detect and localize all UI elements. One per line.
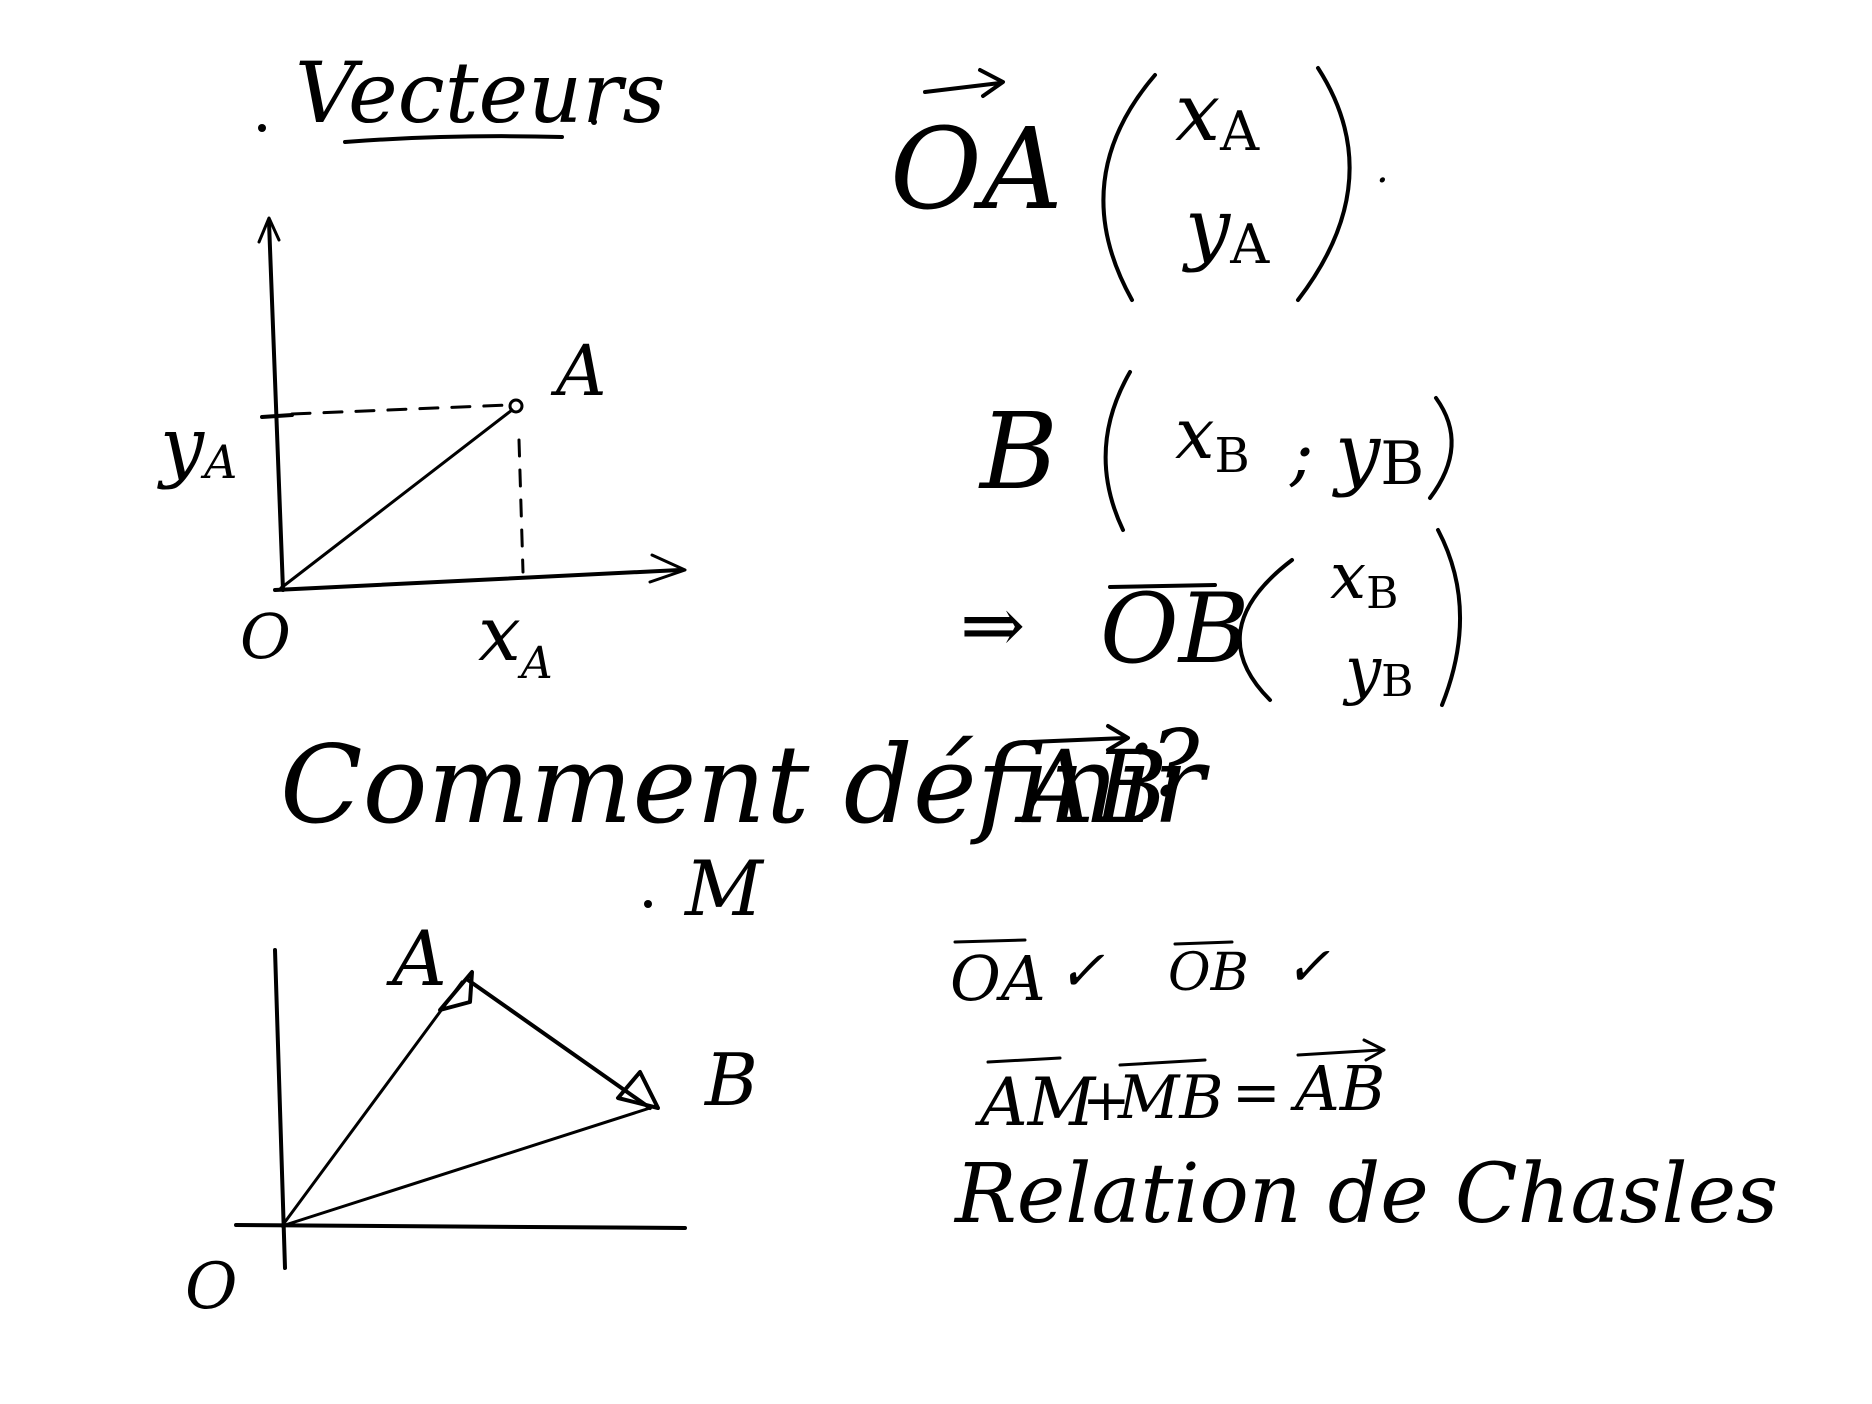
title-bullet-dot (258, 124, 266, 132)
question-vector-arrowhead (1106, 724, 1130, 752)
chasles-vec-ab: AB (1290, 1052, 1385, 1125)
figure2-x-axis (234, 1223, 687, 1230)
vector-oa-name: OA (890, 105, 1063, 235)
figure2-y-axis (273, 948, 287, 1270)
check-vec1: OA (950, 942, 1046, 1015)
figure1-y-axis (267, 220, 285, 592)
chasles-mb-arrow-over (1118, 1058, 1207, 1067)
vector-ob-name: OB (1100, 573, 1249, 685)
chasles-relation: AM + MB = AB Relation de Chasles (953, 1038, 1778, 1242)
chasles-ab-arrowhead (1362, 1038, 1386, 1062)
known-vectors-checks: OA ✓ OB ✓ (950, 935, 1330, 1015)
figure1-origin-label: O (240, 600, 291, 673)
vector-ob-coordinates: ⇒ OB xB yB (960, 528, 1462, 708)
point-b-separator: ; (1289, 413, 1314, 495)
chasles-caption: Relation de Chasles (953, 1147, 1778, 1242)
vector-ob-bar-over (1108, 583, 1217, 589)
question-vector-arrow-over (1028, 736, 1127, 744)
vector-ob-left-paren (1237, 558, 1294, 702)
title-text: Vecteurs (295, 44, 666, 142)
implies-arrow: ⇒ (960, 581, 1025, 671)
figure1-y-tick (260, 413, 294, 419)
check-mark-1: ✓ (1058, 939, 1105, 1004)
vector-oa-trailing-dot: . (1376, 146, 1389, 192)
vector-oa-y: yA (1182, 181, 1270, 276)
point-b-x: xB (1175, 393, 1250, 484)
chasles-plus: + (1082, 1066, 1131, 1134)
figure2-point-m-label: M (683, 844, 765, 933)
figure1-diagram: yA A O xA (157, 216, 687, 689)
figure2-vector-oa (280, 980, 464, 1228)
point-b-name: B (978, 390, 1058, 513)
point-b-coordinates: B xB ; yB (978, 370, 1454, 532)
chasles-vec-am: AM (974, 1064, 1097, 1141)
chasles-am-arrow-over (986, 1056, 1062, 1064)
figure2-point-m-dot (644, 900, 652, 908)
figure2-vector-ab-arrowhead (616, 1070, 660, 1110)
vector-oa-left-paren (1101, 73, 1157, 302)
point-b-y: yB (1332, 406, 1424, 499)
vector-ob-right-paren (1436, 528, 1462, 707)
title-block: Vecteurs (258, 44, 666, 144)
figure2-vector-ab (466, 978, 652, 1110)
vector-oa-x: xA (1175, 66, 1260, 163)
figure2-diagram: M A B O (185, 844, 765, 1324)
chasles-equals: = (1232, 1058, 1281, 1126)
figure2-vector-ob (280, 1106, 652, 1228)
figure1-dashed-projection-x (517, 438, 525, 574)
vector-oa-coordinates: OA xA yA . (890, 66, 1389, 302)
figure1-x-label: xA (478, 589, 553, 689)
figure1-point-a-marker (508, 398, 524, 414)
point-b-right-paren (1428, 396, 1454, 500)
question-vector: AB (1014, 729, 1168, 846)
figure1-point-a-label: A (550, 330, 607, 412)
vector-oa-arrow-over (923, 81, 1002, 94)
check-mark-2: ✓ (1285, 935, 1330, 998)
check-vec2: OB (1168, 943, 1249, 1003)
question-text: Comment définir (280, 723, 1210, 848)
question-line: Comment définir AB ? (280, 710, 1210, 848)
point-b-left-paren (1103, 370, 1132, 532)
figure1-y-label: yA (157, 401, 237, 491)
chasles-vec-mb: MB (1117, 1063, 1224, 1133)
vector-ob-y: yB (1342, 634, 1414, 708)
figure1-x-axis (273, 568, 682, 592)
chasles-ab-arrow-over (1296, 1048, 1382, 1057)
check-vec2-bar-over (1173, 940, 1234, 946)
vector-ob-x: xB (1330, 540, 1398, 619)
figure1-y-axis-arrowhead (257, 216, 281, 244)
question-mark: ? (1150, 710, 1200, 817)
figure1-vector-oa (279, 408, 514, 590)
figure2-vector-oa-arrowhead (438, 970, 474, 1012)
figure2-origin-label: O (185, 1250, 237, 1324)
check-vec1-bar-over (953, 938, 1027, 944)
figure2-point-a-label: A (386, 914, 447, 1003)
vector-oa-right-paren (1296, 66, 1352, 302)
figure1-x-axis-arrowhead (648, 553, 687, 584)
title-underline (343, 134, 564, 144)
figure1-dashed-projection-y (290, 403, 510, 416)
vector-oa-arrowhead (978, 68, 1005, 98)
title-trailing-dot (591, 119, 597, 125)
figure2-point-b-label: B (703, 1038, 758, 1122)
